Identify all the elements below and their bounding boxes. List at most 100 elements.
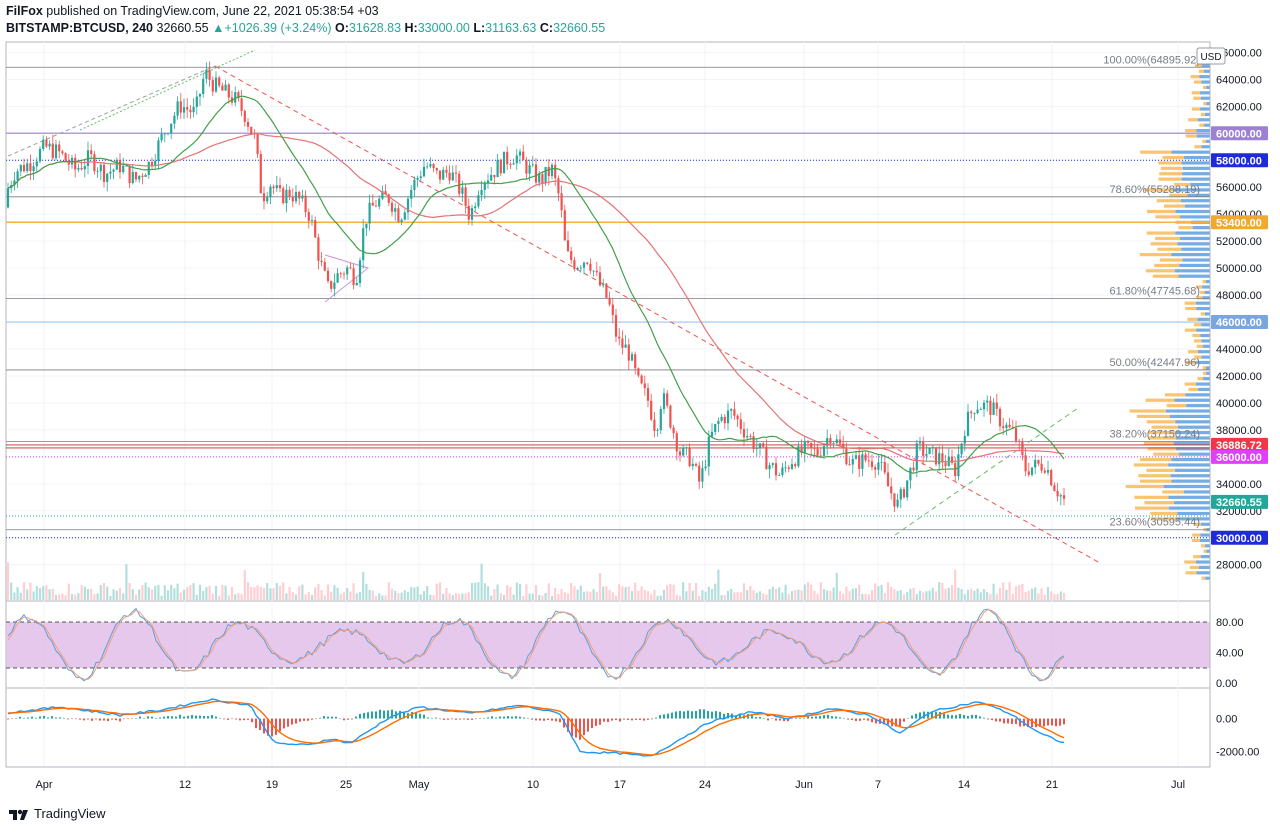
- profile-bar-blue: [1205, 279, 1210, 284]
- close-label: C:: [539, 21, 554, 35]
- macd-hist-bar: [91, 718, 93, 721]
- candle-body: [918, 441, 922, 444]
- volume-bar: [448, 593, 451, 600]
- volume-bar: [86, 589, 90, 600]
- chart-canvas[interactable]: 100.00%(64895.92) 78.60%(55288.19) 61.80%(…: [0, 0, 1280, 800]
- time-tick-label: Jun: [795, 779, 813, 791]
- macd-hist-bar: [51, 716, 53, 719]
- volume-bar: [22, 582, 26, 600]
- volume-bar: [579, 585, 582, 600]
- macd-hist-bar: [327, 716, 329, 719]
- candle-body: [416, 178, 419, 180]
- profile-bar-orange: [1164, 393, 1186, 397]
- candle-body: [832, 443, 835, 444]
- profile-bar-blue: [1175, 436, 1210, 440]
- macd-hist-bar: [951, 715, 953, 719]
- candle-body: [685, 447, 688, 449]
- candle-body: [1024, 455, 1027, 472]
- volume-bar: [678, 595, 682, 600]
- volume-bar: [765, 594, 768, 600]
- volume-bar: [435, 583, 438, 600]
- high-label: H:: [404, 21, 418, 35]
- fib-label: 23.60%(30595.44): [1109, 517, 1200, 529]
- macd-hist-bar: [923, 711, 925, 719]
- symbol-name[interactable]: BITSTAMP:BTCUSD, 240: [6, 21, 154, 35]
- profile-bar-orange: [1193, 522, 1201, 526]
- candle-body: [682, 447, 685, 456]
- candle-body: [381, 191, 384, 199]
- candle-body: [678, 451, 682, 456]
- macd-hist-bar: [1011, 718, 1013, 724]
- macd-hist-bar: [483, 718, 485, 719]
- profile-bar-orange: [1150, 511, 1178, 516]
- macd-hist-bar: [927, 711, 929, 719]
- candle-body: [979, 409, 982, 410]
- volume-bar: [627, 586, 630, 600]
- macd-hist-bar: [71, 718, 73, 720]
- macd-hist-bar: [819, 716, 821, 719]
- profile-bar-orange: [1159, 258, 1183, 262]
- macd-hist-bar: [371, 711, 373, 719]
- tradingview-brand[interactable]: TradingView: [34, 806, 106, 821]
- candle-body: [950, 456, 954, 463]
- profile-bar-orange: [1200, 112, 1205, 117]
- volume-bar: [70, 594, 74, 600]
- trendline-green-dotted[interactable]: [79, 49, 256, 131]
- profile-bar-blue: [1175, 231, 1210, 235]
- candle-body: [982, 402, 986, 410]
- price-axis[interactable]: 66000.00 64000.00 62000.00 60000.00 58000.00…: [1209, 42, 1262, 767]
- candle-body: [371, 202, 374, 206]
- macd-hist-bar: [627, 718, 629, 720]
- volume-bar: [173, 588, 176, 600]
- fib-label: 38.20%(37150.24): [1109, 428, 1200, 440]
- volume-bar: [829, 590, 832, 600]
- candle-body: [806, 441, 810, 443]
- macd-hist-bar: [227, 718, 229, 720]
- profile-bar-orange: [1125, 484, 1164, 489]
- volume-bar: [32, 591, 35, 600]
- volume-bar: [522, 595, 525, 600]
- volume-bar: [384, 595, 387, 600]
- fib-label: 50.00%(42447.96): [1109, 357, 1200, 369]
- trendline-green-ascending[interactable]: [894, 407, 1079, 536]
- macd-hist-bar: [539, 718, 541, 721]
- volume-bar: [675, 594, 678, 600]
- candle-body: [742, 429, 746, 438]
- candle-body: [333, 282, 336, 289]
- volume-bar: [544, 592, 547, 600]
- candle-body: [134, 172, 138, 180]
- macd-hist-bar: [863, 718, 865, 720]
- triangle-pattern[interactable]: [324, 254, 370, 303]
- macd-hist-bar: [191, 714, 193, 719]
- volume-bar: [253, 587, 256, 600]
- author-name[interactable]: FilFox: [6, 4, 43, 18]
- volume-bar: [138, 589, 141, 600]
- candle-body: [342, 273, 346, 275]
- macd-hist-bar: [31, 716, 33, 719]
- profile-bar-orange: [1184, 382, 1197, 386]
- open-label: O:: [335, 21, 349, 35]
- volume-bar: [269, 588, 272, 600]
- profile-bar-orange: [1200, 290, 1205, 294]
- volume-bar: [304, 594, 307, 600]
- candle-body: [378, 198, 381, 207]
- macd-hist-bar: [187, 715, 189, 719]
- candle-body: [166, 133, 170, 135]
- volume-bar: [928, 590, 931, 600]
- macd-hist-bar: [335, 716, 337, 719]
- volume-bar: [99, 584, 102, 600]
- profile-bar-orange: [1158, 177, 1182, 181]
- trendline-red-descending[interactable]: [214, 65, 1101, 564]
- volume-bar: [189, 585, 192, 600]
- macd-hist-bar: [835, 716, 837, 719]
- volume-bar: [598, 573, 602, 600]
- price-tick-label: 66000.00: [1216, 47, 1262, 59]
- macd-hist-bar: [675, 711, 677, 719]
- time-axis[interactable]: Apr 12 19 25 May 10 17 24 Jun 7 14 21 Jul: [6, 766, 1210, 791]
- macd-hist-bar: [459, 718, 461, 720]
- profile-bar-orange: [1144, 188, 1174, 192]
- profile-bar-blue: [1201, 80, 1210, 84]
- volume-bar: [486, 586, 490, 600]
- macd-hist-bar: [451, 718, 453, 720]
- candle-body: [973, 413, 976, 414]
